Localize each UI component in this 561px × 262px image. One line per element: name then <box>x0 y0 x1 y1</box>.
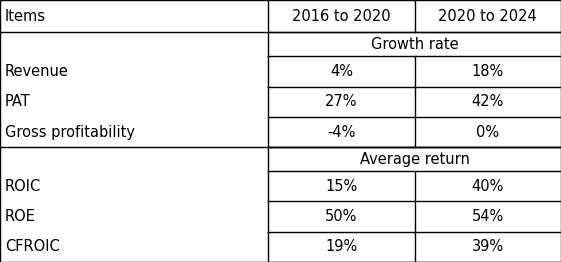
Text: 2020 to 2024: 2020 to 2024 <box>438 9 537 24</box>
Text: 42%: 42% <box>472 94 504 109</box>
Text: Items: Items <box>5 9 46 24</box>
Text: 2016 to 2020: 2016 to 2020 <box>292 9 390 24</box>
Text: 54%: 54% <box>472 209 504 224</box>
Text: 27%: 27% <box>325 94 357 109</box>
Text: 4%: 4% <box>330 64 353 79</box>
Text: 40%: 40% <box>472 179 504 194</box>
Text: Average return: Average return <box>360 152 470 167</box>
Text: CFROIC: CFROIC <box>5 239 60 254</box>
Text: 39%: 39% <box>472 239 504 254</box>
Text: Gross profitability: Gross profitability <box>5 125 135 140</box>
Text: Revenue: Revenue <box>5 64 69 79</box>
Text: 0%: 0% <box>476 125 499 140</box>
Text: PAT: PAT <box>5 94 31 109</box>
Text: Growth rate: Growth rate <box>371 37 458 52</box>
Text: 18%: 18% <box>472 64 504 79</box>
Text: 15%: 15% <box>325 179 357 194</box>
Text: 19%: 19% <box>325 239 357 254</box>
Text: -4%: -4% <box>327 125 356 140</box>
Text: ROE: ROE <box>5 209 36 224</box>
Text: 50%: 50% <box>325 209 357 224</box>
Text: ROIC: ROIC <box>5 179 42 194</box>
